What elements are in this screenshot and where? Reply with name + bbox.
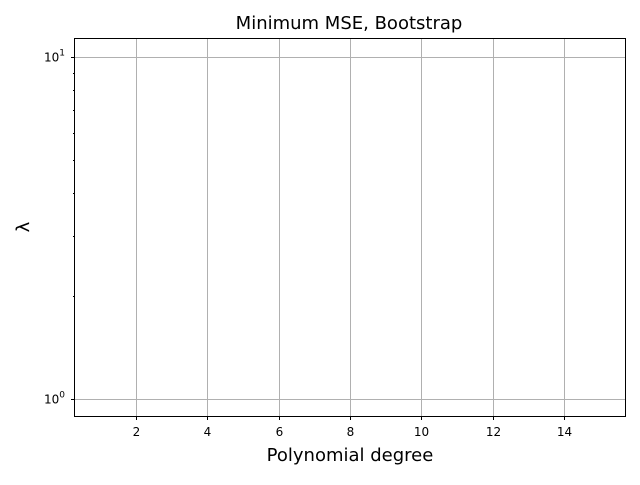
y-axis-label: λ bbox=[13, 221, 34, 232]
x-tick-label: 6 bbox=[276, 425, 284, 439]
x-axis-label: Polynomial degree bbox=[267, 445, 434, 466]
chart-title: Minimum MSE, Bootstrap bbox=[236, 13, 463, 34]
x-tick-label: 12 bbox=[486, 425, 501, 439]
y-tick-label: 101 bbox=[44, 49, 65, 65]
x-tick-label: 4 bbox=[204, 425, 212, 439]
x-tick-label: 14 bbox=[557, 425, 572, 439]
grid-layer bbox=[75, 39, 625, 416]
tick-layer: 2 4 6 8 10 12 14 100 101 bbox=[44, 49, 572, 440]
x-tick-label: 10 bbox=[414, 425, 429, 439]
x-tick-label: 8 bbox=[347, 425, 355, 439]
y-tick-label: 100 bbox=[44, 391, 65, 407]
x-tick-label: 2 bbox=[133, 425, 141, 439]
